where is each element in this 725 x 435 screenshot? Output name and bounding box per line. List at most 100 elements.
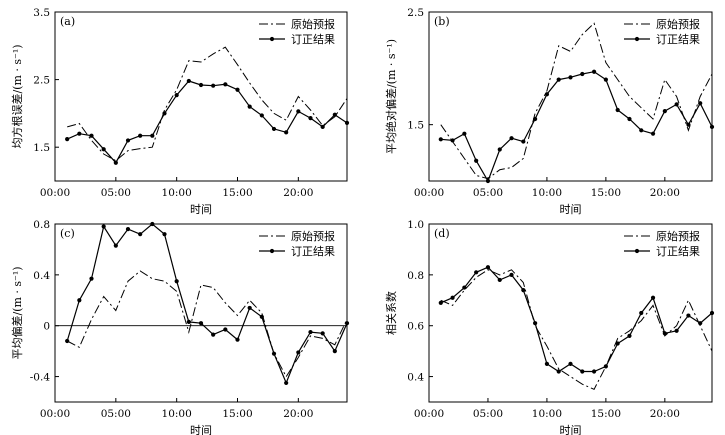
data-point-corrected	[662, 331, 667, 336]
data-point-corrected	[198, 321, 204, 326]
x-tick-label: 10:00	[532, 187, 562, 199]
data-point-corrected	[674, 102, 679, 107]
series-line-corrected-result	[66, 223, 348, 385]
data-point-corrected	[509, 272, 514, 277]
data-point-corrected	[533, 321, 538, 326]
y-tick-label: 0.8	[407, 270, 424, 282]
data-point-corrected	[113, 160, 118, 165]
y-axis-label: 平均偏差/(m · s⁻¹)	[10, 266, 24, 359]
y-tick-label: 3.5	[33, 7, 50, 19]
data-point-corrected	[603, 77, 608, 82]
series-line-original-forecast	[67, 46, 348, 162]
data-point-corrected	[591, 69, 597, 74]
data-point-corrected	[211, 332, 216, 337]
x-tick-label: 15:00	[591, 187, 621, 199]
data-point-corrected	[284, 130, 289, 135]
y-axis-label: 平均绝对偏差/(m · s⁻¹)	[384, 39, 398, 154]
data-point-corrected	[320, 124, 325, 130]
data-point-corrected	[462, 285, 467, 290]
data-point-corrected	[603, 364, 608, 369]
data-point-corrected	[320, 331, 325, 336]
panel-label: (c)	[60, 227, 75, 240]
x-axis-label: 时间	[190, 203, 212, 216]
x-tick-label: 00:00	[40, 408, 70, 420]
data-point-corrected	[308, 329, 313, 335]
legend-label-corrected: 订正结果	[291, 33, 335, 46]
x-tick-label: 00:00	[40, 187, 70, 199]
data-point-corrected	[450, 295, 455, 300]
data-point-corrected	[332, 349, 337, 354]
data-point-corrected	[521, 139, 526, 144]
series-line-original-forecast	[440, 269, 713, 390]
x-tick-label: 05:00	[473, 187, 503, 199]
data-point-corrected	[615, 341, 620, 346]
data-point-corrected	[138, 133, 143, 138]
data-point-corrected	[259, 314, 264, 319]
data-point-corrected	[113, 243, 118, 248]
panel-label: (d)	[434, 227, 450, 240]
x-tick-label: 15:00	[591, 408, 621, 420]
plot-frame	[428, 11, 713, 182]
data-point-corrected	[77, 131, 82, 136]
chart-panel-c: 00:00 05:00 10:00 15:00 20:00 -0.4 0 0.4 0.8 (c) 时…	[10, 219, 350, 435]
series-line-original-forecast	[440, 22, 713, 180]
data-point-corrected	[150, 221, 155, 227]
data-point-corrected	[497, 277, 502, 283]
chart-panel-b: 00:00 05:00 10:00 15:00 20:00 1.5 2.5 (b) 时间 平均绝对…	[384, 7, 715, 216]
y-tick-label: 0	[43, 321, 50, 333]
data-point-corrected	[615, 107, 620, 113]
panel-label: (b)	[434, 15, 450, 28]
data-point-corrected	[296, 109, 301, 114]
data-point-corrected	[247, 305, 252, 311]
legend-label-forecast: 原始预报	[291, 17, 335, 31]
legend-label-corrected: 订正结果	[656, 33, 700, 46]
data-point-corrected	[544, 92, 550, 97]
plot-frame	[54, 223, 348, 403]
data-point-corrected	[101, 147, 106, 152]
data-point-corrected	[709, 310, 715, 316]
data-point-corrected	[344, 321, 350, 326]
data-point-corrected	[438, 300, 443, 305]
x-axis-label: 时间	[190, 424, 212, 435]
data-point-corrected	[521, 288, 526, 293]
data-point-corrected	[591, 369, 597, 374]
y-tick-label: 0.6	[407, 321, 424, 333]
data-point-corrected	[686, 122, 691, 127]
data-point-corrected	[674, 328, 679, 333]
data-point-corrected	[627, 116, 632, 122]
data-point-corrected	[259, 113, 264, 118]
y-tick-label: 1.5	[407, 120, 424, 132]
data-point-corrected	[198, 82, 204, 88]
series-line-corrected-result	[66, 80, 348, 164]
data-point-corrected	[485, 265, 491, 270]
series-line-corrected-result	[440, 266, 713, 373]
data-point-corrected	[332, 112, 337, 117]
data-point-corrected	[89, 133, 94, 138]
data-point-corrected	[284, 380, 289, 386]
legend-label-forecast: 原始预报	[291, 229, 335, 243]
data-point-corrected	[568, 75, 573, 80]
x-tick-label: 00:00	[414, 408, 444, 420]
data-point-corrected	[568, 361, 573, 366]
data-point-corrected	[296, 350, 301, 355]
chart-panel-a: 00:00 05:00 10:00 15:00 20:00 1.5 2.5 3.5 (a) 时间 均…	[10, 7, 350, 216]
data-point-corrected	[485, 178, 491, 184]
x-tick-label: 05:00	[101, 187, 131, 199]
legend-label-forecast: 原始预报	[656, 229, 700, 243]
data-point-corrected	[639, 310, 644, 316]
data-point-corrected	[462, 131, 467, 136]
data-point-corrected	[650, 131, 656, 136]
data-point-corrected	[474, 158, 479, 163]
legend-label-corrected: 订正结果	[291, 245, 335, 258]
y-tick-label: 1.0	[407, 219, 424, 231]
data-point-corrected	[580, 71, 585, 77]
data-point-corrected	[235, 337, 240, 342]
data-point-corrected	[627, 333, 632, 338]
data-point-corrected	[223, 327, 228, 332]
data-point-corrected	[89, 276, 94, 281]
data-point-corrected	[662, 109, 667, 114]
x-tick-label: 20:00	[283, 408, 313, 420]
data-point-corrected	[474, 270, 479, 275]
x-tick-label: 20:00	[650, 408, 680, 420]
